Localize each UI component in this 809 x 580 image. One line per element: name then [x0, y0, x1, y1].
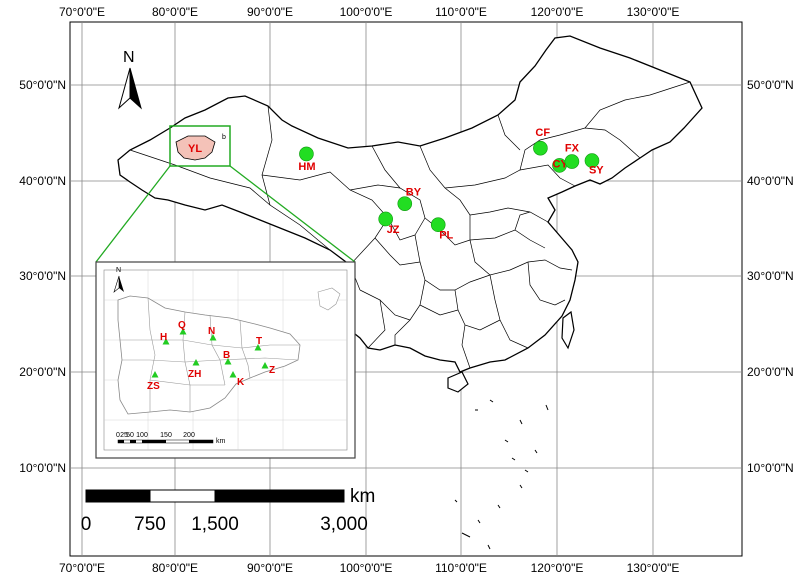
- lat-label-left: 50°0'0"N: [19, 78, 66, 92]
- site-marker-sy: [584, 153, 600, 168]
- lat-label-right: 40°0'0"N: [747, 174, 794, 188]
- lat-label-right: 50°0'0"N: [747, 78, 794, 92]
- site-marker-fx: [564, 154, 580, 169]
- site-marker-pl: [430, 217, 446, 233]
- lat-label-right: 30°0'0"N: [747, 269, 794, 283]
- study-region-small-label: b: [222, 134, 226, 141]
- lon-label-bottom: 100°0'0"E: [340, 561, 393, 575]
- lon-label-top: 80°0'0"E: [152, 5, 198, 19]
- lon-label-top: 100°0'0"E: [340, 5, 393, 19]
- north-arrow-label: N: [123, 49, 135, 66]
- lat-label-left: 10°0'0"N: [19, 461, 66, 475]
- lat-label-left: 20°0'0"N: [19, 365, 66, 379]
- scale-bar: km 0 750 1,500 3,000: [81, 486, 376, 535]
- inset-region-outline: [117, 295, 301, 415]
- inset-site-label-t: T: [256, 336, 262, 347]
- lon-label-bottom: 130°0'0"E: [627, 561, 680, 575]
- scale-bar-tick-label: 1,500: [191, 514, 239, 535]
- lon-label-bottom: 120°0'0"E: [531, 561, 584, 575]
- site-marker-hm: [299, 146, 314, 162]
- scale-bar-tick-label: 0: [81, 514, 92, 535]
- site-label-hm: HM: [298, 161, 315, 173]
- inset-site-label-q: Q: [178, 320, 186, 331]
- inset-connector-right: [229, 165, 356, 263]
- inset-site-marker-z: [261, 362, 269, 369]
- north-arrow: N: [118, 49, 142, 110]
- lon-label-top: 70°0'0"E: [59, 5, 105, 19]
- inset-site-label-zs: ZS: [147, 381, 160, 392]
- inset-scale-number: 150: [160, 432, 172, 439]
- scale-bar-tick-label: 750: [134, 514, 166, 535]
- lon-label-top: 110°0'0"E: [435, 5, 487, 19]
- inset-site-label-zh: ZH: [188, 369, 201, 380]
- site-label-cy: CY: [553, 158, 569, 170]
- inset-site-label-n: N: [208, 326, 215, 337]
- inset-site-marker-n: [209, 334, 217, 341]
- lon-label-top: 130°0'0"E: [627, 5, 680, 19]
- site-marker-cf: [533, 140, 548, 156]
- inset-site-marker-q: [179, 328, 187, 335]
- site-label-jz: JZ: [387, 224, 400, 236]
- lat-label-left: 40°0'0"N: [19, 174, 66, 188]
- inset-site-marker-zs: [151, 371, 159, 378]
- inset-site-label-b: B: [223, 350, 230, 361]
- inset-site-marker-t: [254, 344, 262, 351]
- site-label-sy: SY: [589, 165, 604, 177]
- site-marker-jz: [378, 211, 393, 227]
- inset-site-label-z: Z: [269, 365, 275, 376]
- inset-scale-number: 50: [126, 432, 134, 439]
- study-region-shape: [175, 135, 216, 161]
- inset-scale-unit: km: [216, 438, 226, 445]
- inset-connector-left: [95, 165, 171, 263]
- inset-scale-number: 0: [116, 432, 120, 439]
- lat-label-left: 30°0'0"N: [19, 269, 66, 283]
- lat-label-right: 20°0'0"N: [747, 365, 794, 379]
- lon-label-bottom: 70°0'0"E: [59, 561, 105, 575]
- inset-scale-number: 25: [120, 432, 128, 439]
- inset-site-label-k: K: [237, 377, 245, 388]
- inset-inner-frame: [103, 269, 348, 451]
- scale-bar-tick-label: 3,000: [320, 514, 368, 535]
- inset-site-marker-b: [224, 358, 232, 365]
- inset-north-label: N: [116, 267, 121, 274]
- south-sea-islands: [454, 399, 549, 550]
- site-label-pl: PL: [439, 230, 453, 242]
- inset-scale-number: 100: [136, 432, 148, 439]
- lon-label-bottom: 110°0'0"E: [435, 561, 487, 575]
- site-marker-by: [397, 196, 413, 211]
- study-region-label: YL: [188, 143, 202, 155]
- lat-label-right: 10°0'0"N: [747, 461, 794, 475]
- lon-label-bottom: 80°0'0"E: [152, 561, 198, 575]
- lon-label-top: 90°0'0"E: [247, 5, 293, 19]
- site-label-cf: CF: [535, 127, 550, 139]
- inset-site-label-h: H: [160, 332, 167, 343]
- inset-scale-number: 200: [183, 432, 195, 439]
- sample-sites: HM CF CY FX SY BY JZ PL: [298, 127, 604, 242]
- site-label-fx: FX: [565, 143, 580, 155]
- inset-site-marker-zh: [192, 359, 200, 366]
- lon-label-top: 120°0'0"E: [531, 5, 584, 19]
- scale-bar-unit: km: [350, 486, 375, 507]
- site-label-by: BY: [406, 187, 422, 199]
- province-boundaries: [129, 81, 691, 369]
- lon-label-bottom: 90°0'0"E: [247, 561, 293, 575]
- highlight-box: [169, 125, 231, 167]
- hainan-island: [447, 371, 469, 393]
- taiwan-island: [561, 310, 575, 350]
- inset-site-marker-h: [162, 338, 170, 345]
- inset-site-marker-k: [229, 371, 237, 378]
